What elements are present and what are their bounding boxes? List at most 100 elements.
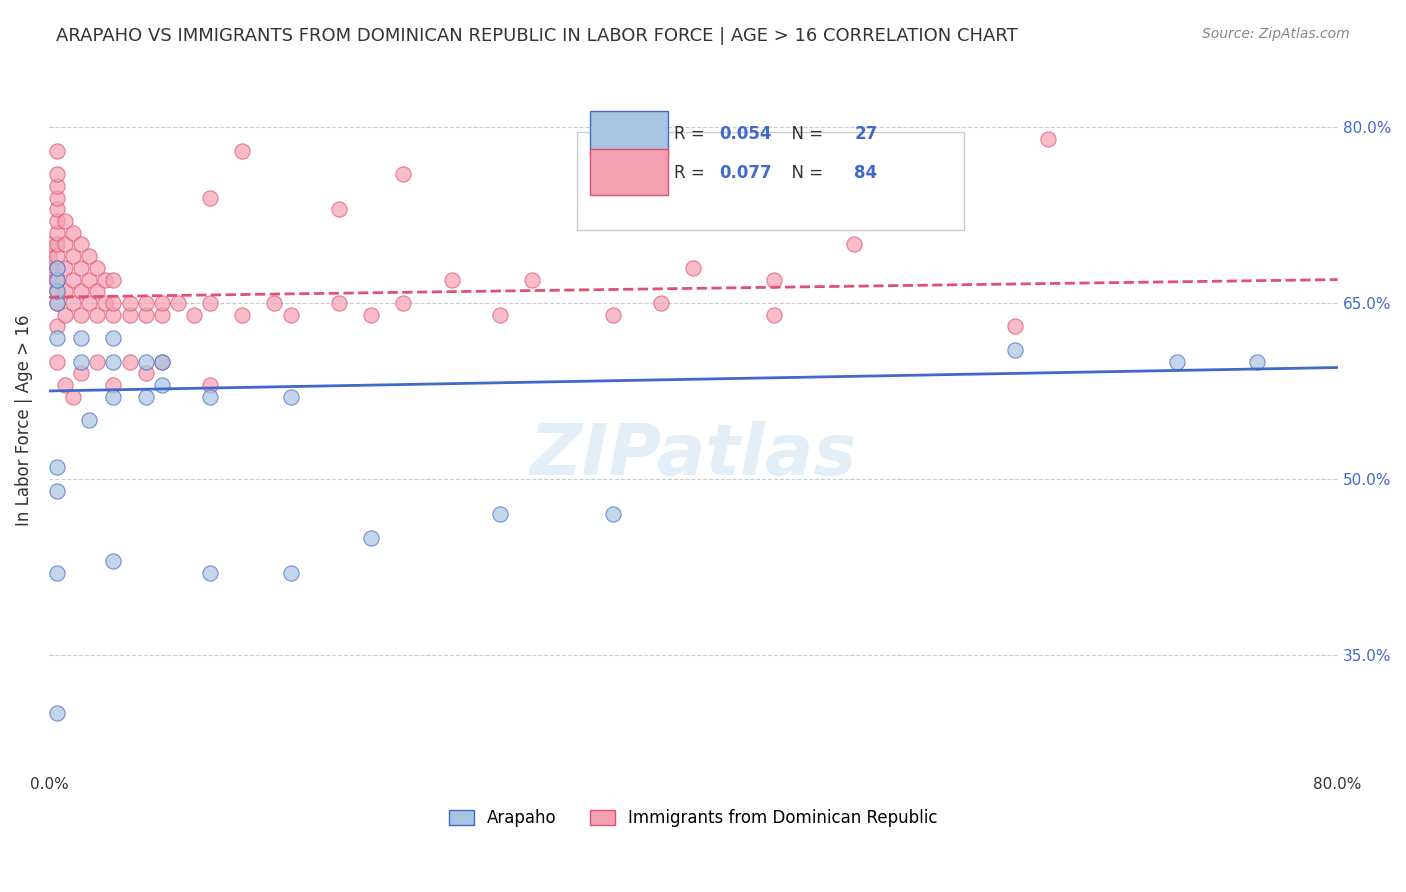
Point xyxy=(103,331,125,345)
Point xyxy=(1246,354,1268,368)
Point xyxy=(53,260,76,275)
Point xyxy=(183,308,205,322)
Point xyxy=(602,308,624,322)
Point xyxy=(46,460,69,475)
Point xyxy=(231,308,253,322)
Point xyxy=(198,296,221,310)
Point xyxy=(46,167,69,181)
Point xyxy=(86,260,108,275)
Point xyxy=(150,308,173,322)
FancyBboxPatch shape xyxy=(591,150,668,195)
Point xyxy=(86,308,108,322)
Point xyxy=(46,296,69,310)
Point xyxy=(280,308,302,322)
Point xyxy=(103,378,125,392)
Point xyxy=(46,260,69,275)
Point xyxy=(1004,343,1026,357)
Legend: Arapaho, Immigrants from Dominican Republic: Arapaho, Immigrants from Dominican Repub… xyxy=(441,803,945,834)
Text: N =: N = xyxy=(780,125,828,143)
Point xyxy=(46,483,69,498)
Point xyxy=(135,308,157,322)
Point xyxy=(844,237,866,252)
Point xyxy=(489,308,512,322)
Point xyxy=(103,390,125,404)
Point xyxy=(150,354,173,368)
Point xyxy=(94,272,117,286)
Point xyxy=(53,214,76,228)
Point xyxy=(360,308,382,322)
Point xyxy=(46,237,69,252)
Point xyxy=(38,249,60,263)
Point xyxy=(263,296,285,310)
Point xyxy=(46,566,69,580)
Text: N =: N = xyxy=(780,163,828,182)
Point xyxy=(166,296,188,310)
Point xyxy=(150,378,173,392)
FancyBboxPatch shape xyxy=(578,132,965,230)
Text: 84: 84 xyxy=(855,163,877,182)
Point xyxy=(118,308,141,322)
Point xyxy=(489,507,512,521)
Point xyxy=(522,272,544,286)
Point xyxy=(46,226,69,240)
Text: 27: 27 xyxy=(855,125,877,143)
Point xyxy=(77,249,100,263)
Point xyxy=(135,390,157,404)
Point xyxy=(1036,132,1059,146)
Point xyxy=(46,285,69,299)
Point xyxy=(46,144,69,158)
Text: ARAPAHO VS IMMIGRANTS FROM DOMINICAN REPUBLIC IN LABOR FORCE | AGE > 16 CORRELAT: ARAPAHO VS IMMIGRANTS FROM DOMINICAN REP… xyxy=(56,27,1018,45)
Point xyxy=(70,331,93,345)
Point xyxy=(62,390,84,404)
Point xyxy=(38,272,60,286)
Point xyxy=(762,308,785,322)
Point xyxy=(46,331,69,345)
Point xyxy=(46,296,69,310)
Point xyxy=(118,354,141,368)
Point xyxy=(103,554,125,568)
Point xyxy=(70,308,93,322)
Point xyxy=(1004,319,1026,334)
Text: ZIPatlas: ZIPatlas xyxy=(530,421,858,490)
Point xyxy=(198,190,221,204)
Point xyxy=(103,272,125,286)
Point xyxy=(103,296,125,310)
Text: 0.077: 0.077 xyxy=(718,163,772,182)
Point xyxy=(62,249,84,263)
Point xyxy=(46,319,69,334)
FancyBboxPatch shape xyxy=(591,111,668,156)
Point xyxy=(62,296,84,310)
Point xyxy=(280,390,302,404)
Point xyxy=(46,272,69,286)
Point xyxy=(280,566,302,580)
Point xyxy=(86,354,108,368)
Point xyxy=(94,296,117,310)
Point xyxy=(62,226,84,240)
Text: R =: R = xyxy=(673,163,710,182)
Point xyxy=(70,367,93,381)
Point xyxy=(762,272,785,286)
Point xyxy=(135,296,157,310)
Point xyxy=(46,260,69,275)
Point xyxy=(70,237,93,252)
Point xyxy=(77,296,100,310)
Point xyxy=(86,285,108,299)
Point xyxy=(135,367,157,381)
Point xyxy=(46,249,69,263)
Point xyxy=(1166,354,1188,368)
Point xyxy=(46,214,69,228)
Point xyxy=(650,296,672,310)
Point xyxy=(602,507,624,521)
Point xyxy=(46,202,69,217)
Point xyxy=(118,296,141,310)
Point xyxy=(135,354,157,368)
Point xyxy=(46,178,69,193)
Point xyxy=(231,144,253,158)
Point xyxy=(46,354,69,368)
Point xyxy=(392,296,415,310)
Point xyxy=(46,706,69,721)
Point xyxy=(46,190,69,204)
Text: 0.054: 0.054 xyxy=(718,125,772,143)
Point xyxy=(150,354,173,368)
Point xyxy=(360,531,382,545)
